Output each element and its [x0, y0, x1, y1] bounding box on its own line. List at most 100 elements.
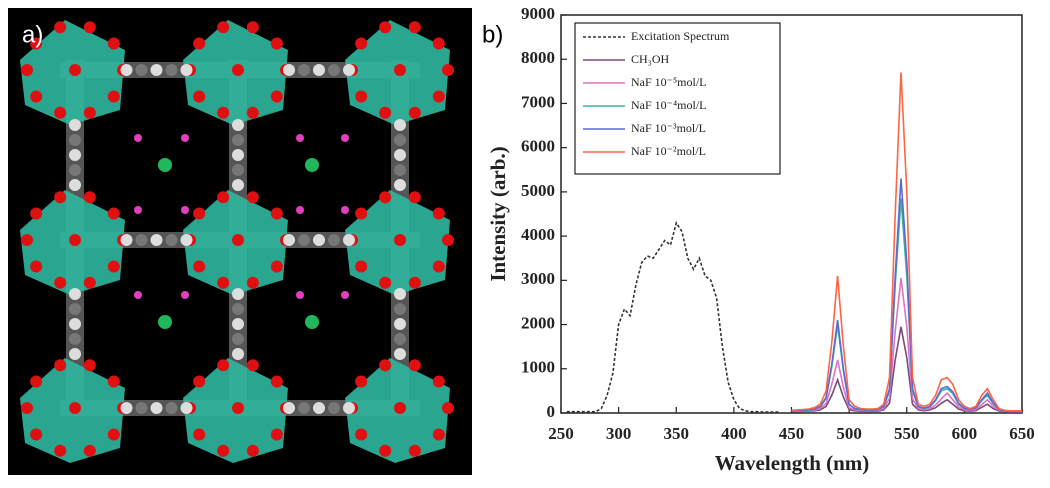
atom: [394, 179, 406, 191]
oxygen: [379, 444, 392, 457]
x-axis-label: Wavelength (nm): [715, 451, 870, 475]
atom: [328, 234, 340, 246]
oxygen: [408, 106, 421, 119]
oxygen: [30, 90, 43, 103]
oxygen: [54, 359, 67, 372]
ion: [296, 134, 304, 142]
ion: [134, 134, 142, 142]
y-tick-label: 7000: [521, 92, 555, 111]
oxygen: [193, 207, 206, 220]
oxygen: [379, 21, 392, 34]
atom: [394, 318, 406, 330]
oxygen: [83, 191, 96, 204]
series-line: [791, 198, 1022, 412]
atom: [69, 348, 81, 360]
oxygen: [408, 276, 421, 289]
guest-ion: [305, 315, 319, 329]
ion: [341, 206, 349, 214]
legend-label: NaF 10⁻⁵mol/L: [631, 75, 707, 89]
atom: [343, 64, 355, 76]
atom: [69, 303, 81, 315]
oxygen: [54, 444, 67, 457]
oxygen: [408, 359, 421, 372]
x-tick-label: 400: [721, 424, 747, 443]
ion: [181, 291, 189, 299]
atom: [394, 149, 406, 161]
oxygen: [83, 106, 96, 119]
y-tick-label: 5000: [521, 181, 555, 200]
oxygen: [394, 64, 406, 76]
atom: [69, 164, 81, 176]
oxygen: [232, 402, 244, 414]
oxygen: [30, 428, 43, 441]
oxygen: [379, 191, 392, 204]
atom: [232, 164, 244, 176]
oxygen: [355, 375, 368, 388]
atom: [313, 234, 325, 246]
oxygen: [83, 276, 96, 289]
atom: [150, 234, 163, 246]
oxygen: [69, 234, 81, 246]
legend-label: NaF 10⁻³mol/L: [631, 121, 706, 135]
oxygen: [83, 444, 96, 457]
atom: [180, 234, 193, 246]
atom: [232, 303, 244, 315]
oxygen: [246, 21, 259, 34]
oxygen: [379, 106, 392, 119]
atom: [343, 234, 355, 246]
atom: [313, 64, 325, 76]
oxygen: [21, 402, 33, 414]
oxygen: [408, 444, 421, 457]
y-tick-label: 9000: [521, 4, 555, 23]
y-tick-label: 3000: [521, 269, 555, 288]
x-tick-label: 300: [606, 424, 632, 443]
oxygen: [21, 64, 33, 76]
oxygen: [217, 359, 230, 372]
oxygen: [217, 21, 230, 34]
oxygen: [270, 260, 283, 273]
ion: [181, 206, 189, 214]
atom: [298, 64, 310, 76]
oxygen: [355, 207, 368, 220]
atom: [120, 402, 133, 414]
oxygen: [246, 191, 259, 204]
atom: [313, 402, 325, 414]
oxygen: [69, 64, 81, 76]
atom: [232, 318, 244, 330]
oxygen: [432, 260, 445, 273]
oxygen: [107, 90, 120, 103]
ion: [341, 291, 349, 299]
oxygen: [355, 260, 368, 273]
atom: [69, 333, 81, 345]
oxygen: [107, 428, 120, 441]
atom: [69, 288, 81, 300]
legend-label: Excitation Spectrum: [631, 29, 730, 43]
oxygen: [217, 191, 230, 204]
guest-ion: [158, 315, 172, 329]
atom: [232, 149, 244, 161]
atom: [165, 64, 178, 76]
atom: [150, 402, 163, 414]
series-line: [791, 178, 1022, 412]
x-tick-label: 350: [664, 424, 690, 443]
atom: [165, 402, 178, 414]
y-tick-label: 2000: [521, 313, 555, 332]
oxygen: [193, 375, 206, 388]
legend-label: NaF 10⁻²mol/L: [631, 144, 706, 158]
atom: [69, 318, 81, 330]
atom: [394, 134, 406, 146]
oxygen: [442, 64, 454, 76]
ion: [341, 134, 349, 142]
oxygen: [30, 37, 43, 50]
atom: [232, 134, 244, 146]
atom: [328, 402, 340, 414]
x-tick-label: 550: [894, 424, 920, 443]
legend-label: CH₃OH: [631, 52, 670, 66]
oxygen: [394, 234, 406, 246]
atom: [232, 288, 244, 300]
series-line: [791, 72, 1022, 412]
oxygen: [107, 207, 120, 220]
oxygen: [270, 37, 283, 50]
x-tick-label: 650: [1009, 424, 1035, 443]
